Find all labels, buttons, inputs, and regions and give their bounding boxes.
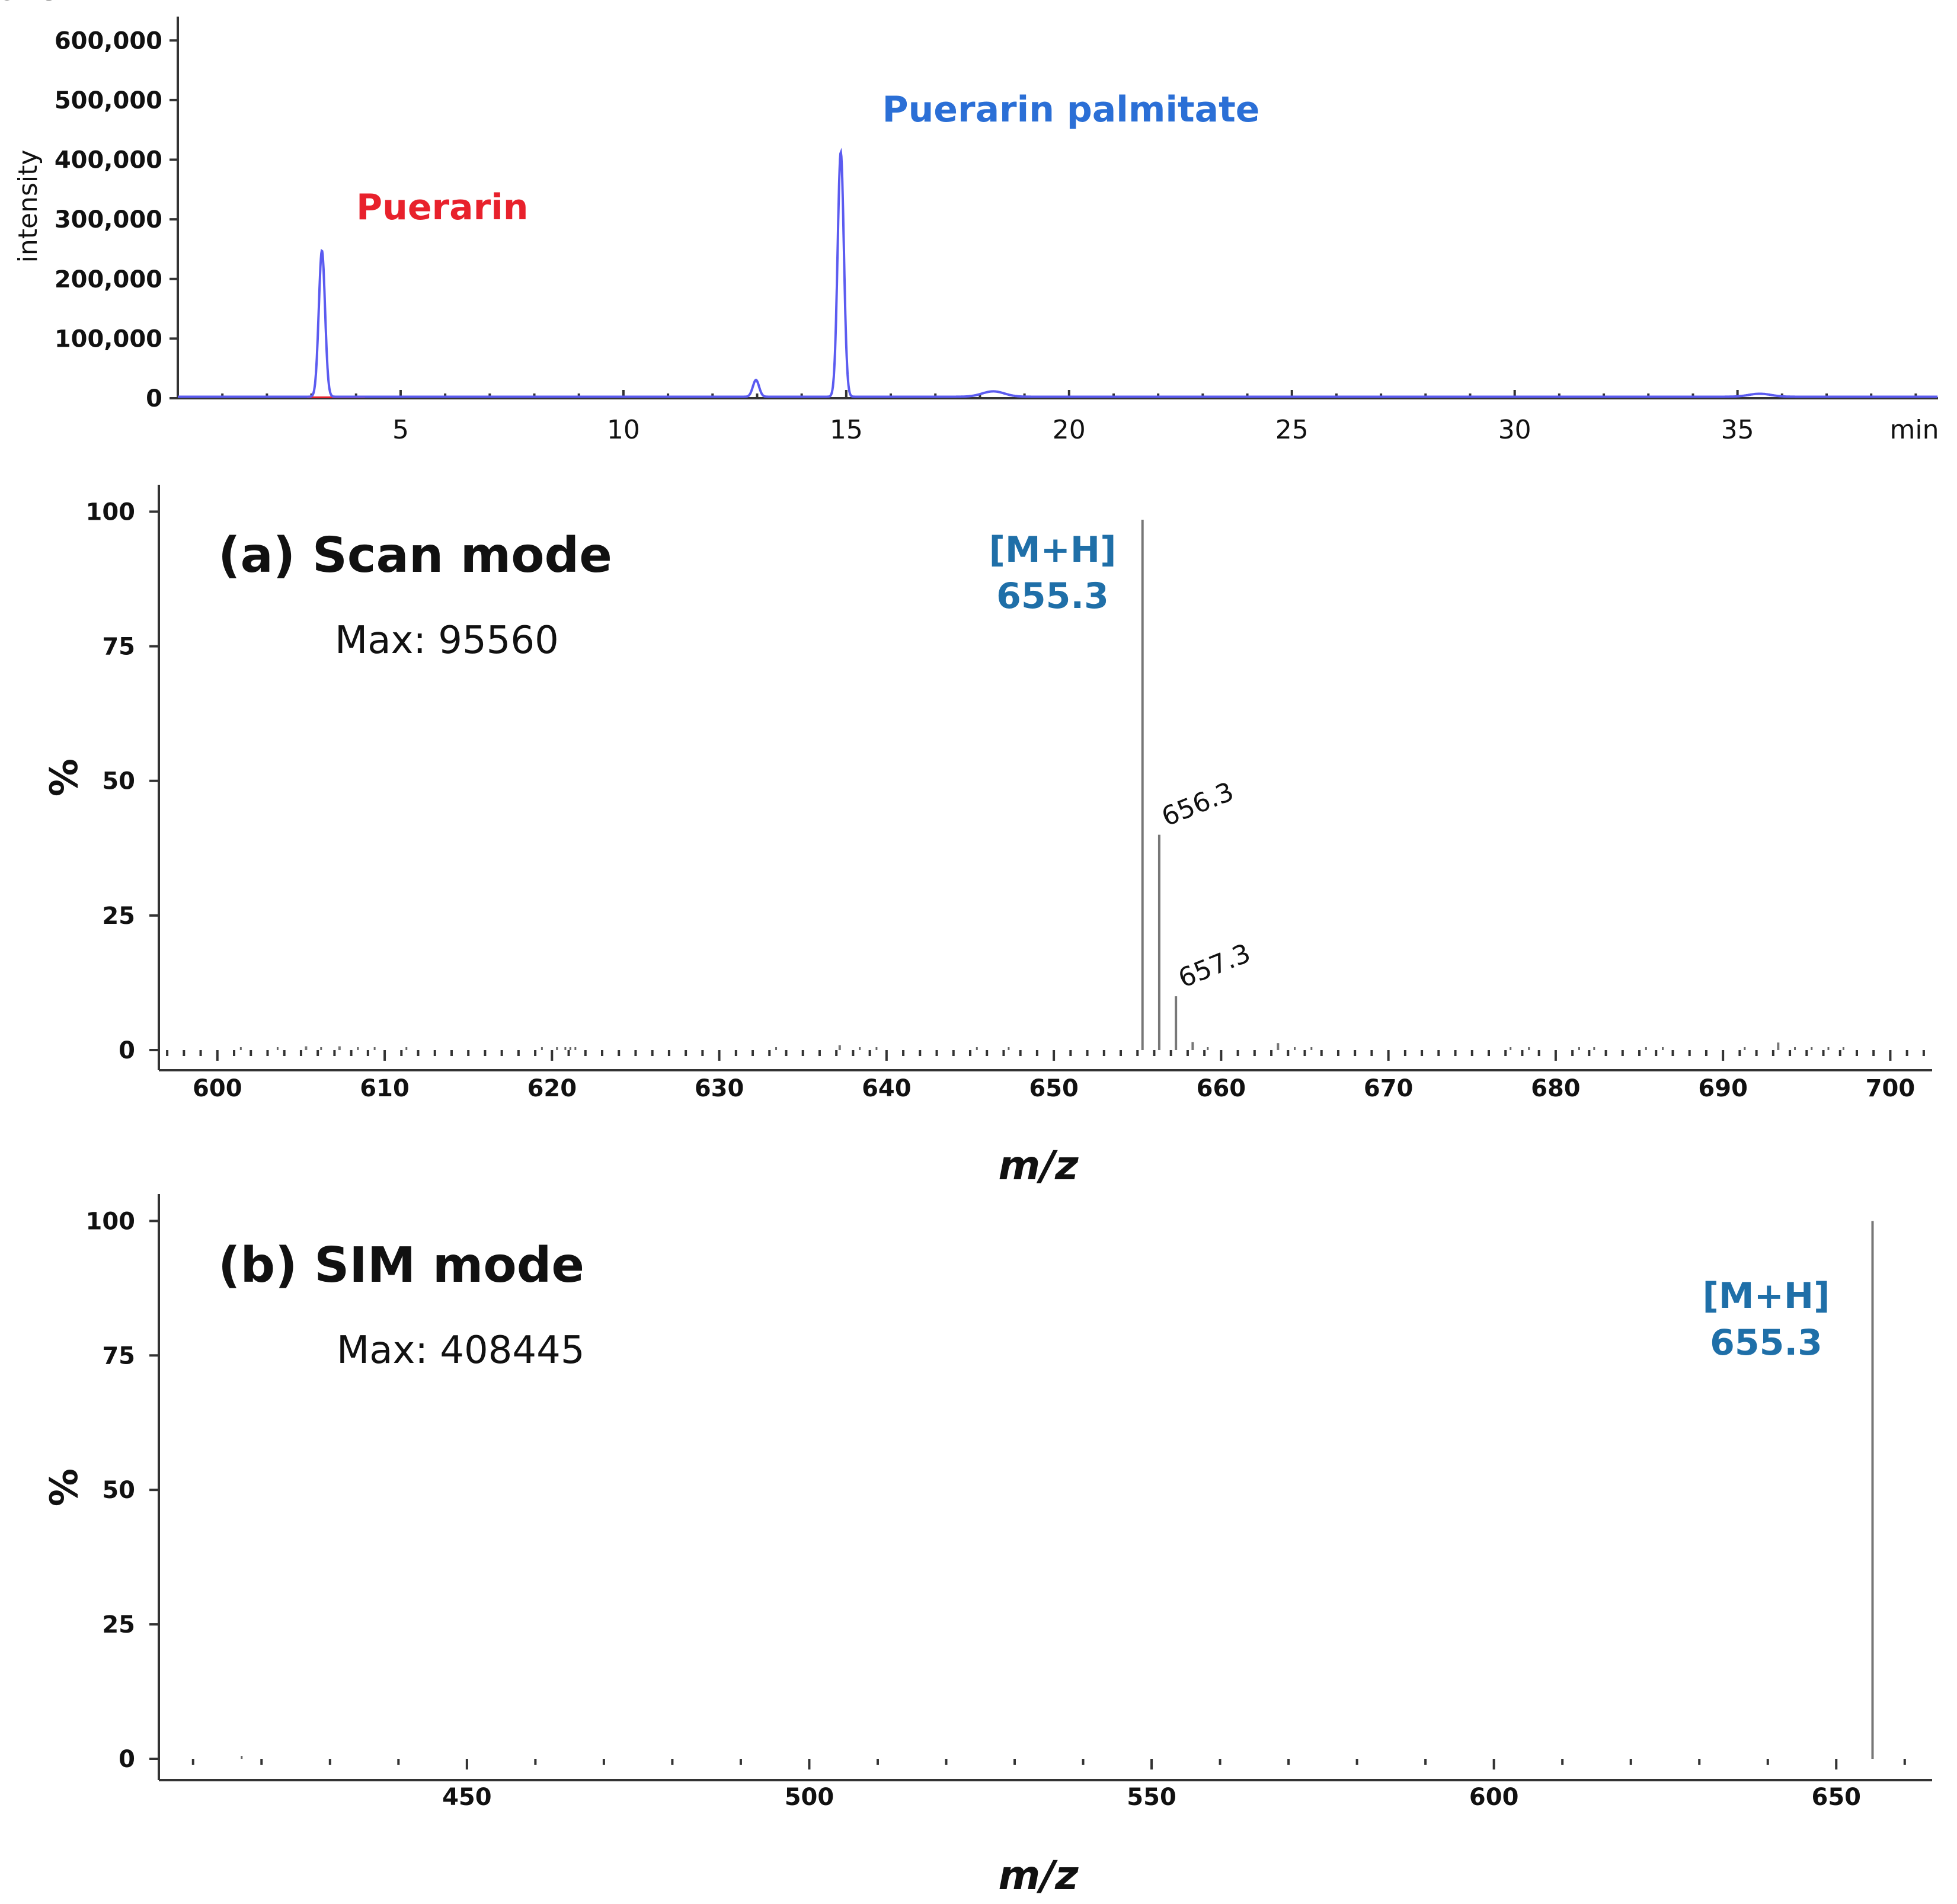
- scan-x-ticks: 600 610 620 630 640 650 660 670 680 690 700: [166, 1050, 1925, 1102]
- scan-noise-marks: [239, 1047, 1844, 1050]
- scan-x-tick-label: 600: [193, 1075, 242, 1102]
- sim-title: (b) SIM mode: [218, 1237, 584, 1294]
- chrom-peak-rt-label: 12.974: [0, 0, 91, 7]
- scan-peak-label: 656.3: [1157, 776, 1238, 832]
- chrom-x-tick-label: 30: [1498, 415, 1531, 445]
- chrom-y-tick-label: 0: [146, 385, 162, 412]
- scan-max-label: Max: 95560: [335, 619, 559, 663]
- chrom-peak-labels: 3.234 Puerarin 12.97414.877 Puerarin palmit…: [0, 0, 1259, 228]
- scan-y-label: %: [43, 759, 87, 796]
- scan-x-tick-label: 700: [1866, 1075, 1916, 1102]
- chrom-x-tick-label: 5: [392, 415, 409, 445]
- scan-annotation-line1: [M+H]: [989, 529, 1116, 571]
- scan-x-tick-label: 670: [1364, 1075, 1414, 1102]
- scan-peak-label: 657.3: [1174, 938, 1255, 994]
- chrom-y-tick-label: 400,000: [55, 147, 162, 174]
- scan-y-tick-label: 25: [102, 903, 135, 930]
- sim-x-ticks: 450 500 550 600 650: [191, 1759, 1906, 1811]
- scan-x-tick-label: 660: [1197, 1075, 1246, 1102]
- sim-x-tick-label: 450: [442, 1784, 492, 1811]
- chrom-y-label: intensity: [13, 150, 43, 263]
- sim-y-tick-label: 0: [119, 1746, 135, 1773]
- chrom-x-tick-label: 35: [1721, 415, 1754, 445]
- scan-x-label: m/z: [998, 1143, 1079, 1189]
- sim-max-label: Max: 408445: [337, 1329, 585, 1372]
- sim-x-tick-label: 550: [1127, 1784, 1176, 1811]
- sim-y-tick-label: 25: [102, 1611, 135, 1639]
- scan-annotation-line2: 655.3: [996, 575, 1109, 617]
- scan-x-tick-label: 650: [1029, 1075, 1079, 1102]
- scan-x-tick-label: 620: [527, 1075, 577, 1102]
- sim-x-tick-label: 500: [785, 1784, 834, 1811]
- chrom-y-tick-label: 100,000: [55, 325, 162, 353]
- chrom-x-unit: min: [1890, 415, 1939, 445]
- scan-x-tick-label: 680: [1531, 1075, 1581, 1102]
- scan-title: (a) Scan mode: [218, 527, 612, 584]
- scan-peaks: [305, 520, 1780, 1050]
- sim-y-label: %: [43, 1468, 87, 1506]
- chrom-y-tick-label: 500,000: [55, 87, 162, 114]
- sim-y-ticks: 0 25 50 75 100: [86, 1208, 159, 1773]
- chrom-y-tick-label: 300,000: [55, 206, 162, 233]
- chrom-y-tick-label: 600,000: [55, 27, 162, 55]
- chrom-peak-rt-label: 3.234: [0, 0, 75, 7]
- scan-y-tick-label: 100: [86, 498, 136, 526]
- chrom-peak-rt-label: 14.877: [0, 0, 91, 7]
- chrom-trace-line: [178, 148, 1938, 398]
- sim-y-tick-label: 75: [102, 1342, 135, 1369]
- sim-x-label: m/z: [998, 1852, 1079, 1899]
- chrom-compound-label: Puerarin: [356, 187, 528, 228]
- chrom-x-tick-label: 15: [830, 415, 863, 445]
- chrom-x-tick-label: 25: [1275, 415, 1309, 445]
- sim-annotation-line2: 655.3: [1710, 1322, 1822, 1364]
- sim-annotation-line1: [M+H]: [1702, 1275, 1830, 1317]
- chromatogram-panel: 0 100,000 200,000 300,000 400,000 500,000 600,…: [0, 0, 1939, 445]
- scan-y-tick-label: 75: [102, 633, 135, 661]
- scan-y-tick-label: 50: [102, 768, 135, 795]
- scan-x-tick-label: 610: [360, 1075, 410, 1102]
- sim-x-tick-label: 600: [1469, 1784, 1519, 1811]
- sim-x-tick-label: 650: [1812, 1784, 1862, 1811]
- scan-peak-labels: 656.3 657.3: [1157, 776, 1255, 994]
- scan-x-tick-label: 630: [695, 1075, 744, 1102]
- scan-x-tick-label: 640: [862, 1075, 912, 1102]
- sim-y-tick-label: 50: [102, 1477, 135, 1504]
- sim-y-tick-label: 100: [86, 1208, 136, 1235]
- chrom-y-ticks: 0 100,000 200,000 300,000 400,000 500,000 600,…: [55, 27, 178, 412]
- scan-y-tick-label: 0: [119, 1037, 135, 1064]
- scan-panel: 0 25 50 75 100 600 610 620 630 640 650 660 670 680 69…: [43, 485, 1932, 1189]
- chrom-y-tick-label: 200,000: [55, 266, 162, 293]
- chrom-compound-label: Puerarin palmitate: [882, 89, 1260, 130]
- chrom-x-tick-label: 10: [607, 415, 640, 445]
- chrom-x-tick-label: 20: [1053, 415, 1086, 445]
- scan-y-ticks: 0 25 50 75 100: [86, 498, 159, 1064]
- scan-x-tick-label: 690: [1698, 1075, 1748, 1102]
